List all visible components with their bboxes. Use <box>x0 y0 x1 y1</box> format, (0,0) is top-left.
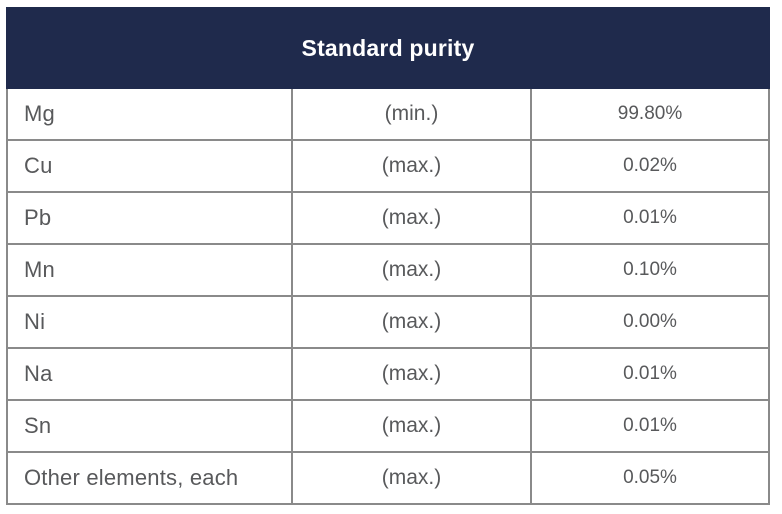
limit-type-cell: (max.) <box>291 451 532 505</box>
element-cell: Na <box>6 347 293 401</box>
element-cell: Mg <box>6 87 293 141</box>
value-cell: 0.10% <box>529 243 771 297</box>
limit-type-cell: (max.) <box>291 399 532 453</box>
table-row: Sn (max.) 0.01% <box>6 399 771 453</box>
value-cell: 0.00% <box>529 295 771 349</box>
value-cell: 99.80% <box>529 87 771 141</box>
table-row: Na (max.) 0.01% <box>6 347 771 401</box>
element-cell: Ni <box>6 295 293 349</box>
limit-type-cell: (max.) <box>291 243 532 297</box>
value-cell: 0.01% <box>529 399 771 453</box>
element-cell: Mn <box>6 243 293 297</box>
table-row: Mn (max.) 0.10% <box>6 243 771 297</box>
value-cell: 0.01% <box>529 347 771 401</box>
table-title: Standard purity <box>5 7 771 89</box>
table-row: Cu (max.) 0.02% <box>6 139 771 193</box>
limit-type-cell: (max.) <box>291 139 532 193</box>
table-row: Mg (min.) 99.80% <box>6 87 771 141</box>
value-cell: 0.05% <box>529 451 771 505</box>
value-cell: 0.02% <box>529 139 771 193</box>
element-cell: Sn <box>6 399 293 453</box>
standard-purity-table: Standard purity Mg (min.) 99.80% Cu (max… <box>5 7 771 505</box>
table-row: Ni (max.) 0.00% <box>6 295 771 349</box>
element-cell: Pb <box>6 191 293 245</box>
value-cell: 0.01% <box>529 191 771 245</box>
table-header-row: Standard purity <box>5 7 771 89</box>
element-cell: Other elements, each <box>6 451 293 505</box>
limit-type-cell: (min.) <box>291 87 532 141</box>
limit-type-cell: (max.) <box>291 347 532 401</box>
table-row: Pb (max.) 0.01% <box>6 191 771 245</box>
table-row: Other elements, each (max.) 0.05% <box>6 451 771 505</box>
element-cell: Cu <box>6 139 293 193</box>
limit-type-cell: (max.) <box>291 295 532 349</box>
limit-type-cell: (max.) <box>291 191 532 245</box>
